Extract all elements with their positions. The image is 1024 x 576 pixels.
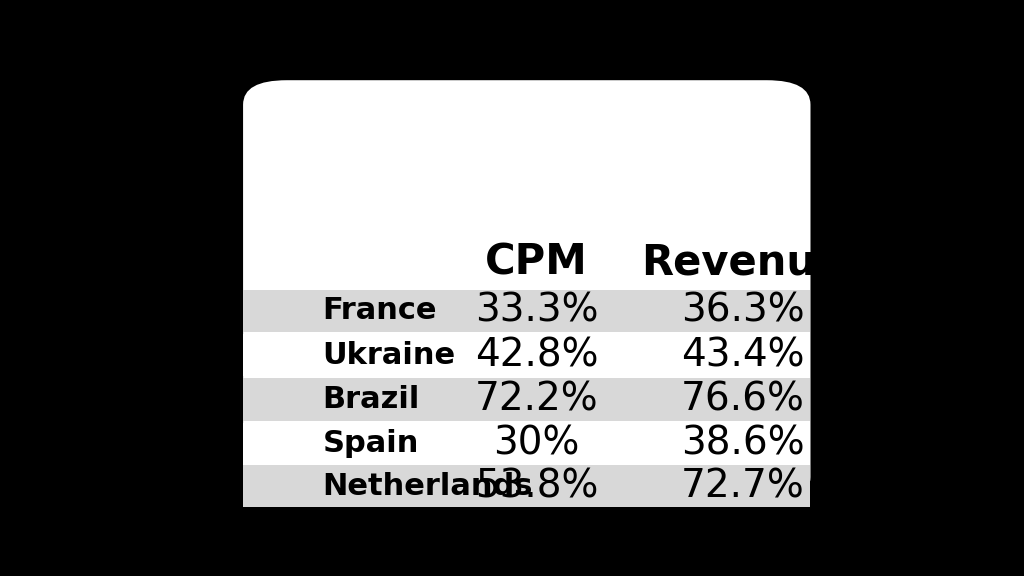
Text: Spain: Spain <box>323 429 419 458</box>
Text: 38.6%: 38.6% <box>681 425 805 463</box>
Text: Netherlands: Netherlands <box>323 472 532 501</box>
Text: 36.3%: 36.3% <box>681 292 805 330</box>
Bar <box>243 334 811 377</box>
Bar <box>243 423 811 465</box>
Text: France: France <box>323 296 437 325</box>
Bar <box>243 290 811 332</box>
Text: Ukraine: Ukraine <box>323 340 456 370</box>
Text: 72.2%: 72.2% <box>475 381 598 419</box>
Text: 76.6%: 76.6% <box>681 381 805 419</box>
Text: Revenue: Revenue <box>641 241 845 283</box>
FancyBboxPatch shape <box>243 80 811 502</box>
Text: 42.8%: 42.8% <box>475 336 598 374</box>
Text: 33.3%: 33.3% <box>475 292 598 330</box>
Text: 30%: 30% <box>494 425 580 463</box>
Text: 43.4%: 43.4% <box>681 336 805 374</box>
Bar <box>243 465 811 507</box>
Text: Brazil: Brazil <box>323 385 420 414</box>
Text: CPM: CPM <box>485 241 588 283</box>
Text: 53.8%: 53.8% <box>475 467 598 505</box>
Bar <box>243 378 811 421</box>
Text: 72.7%: 72.7% <box>681 467 805 505</box>
